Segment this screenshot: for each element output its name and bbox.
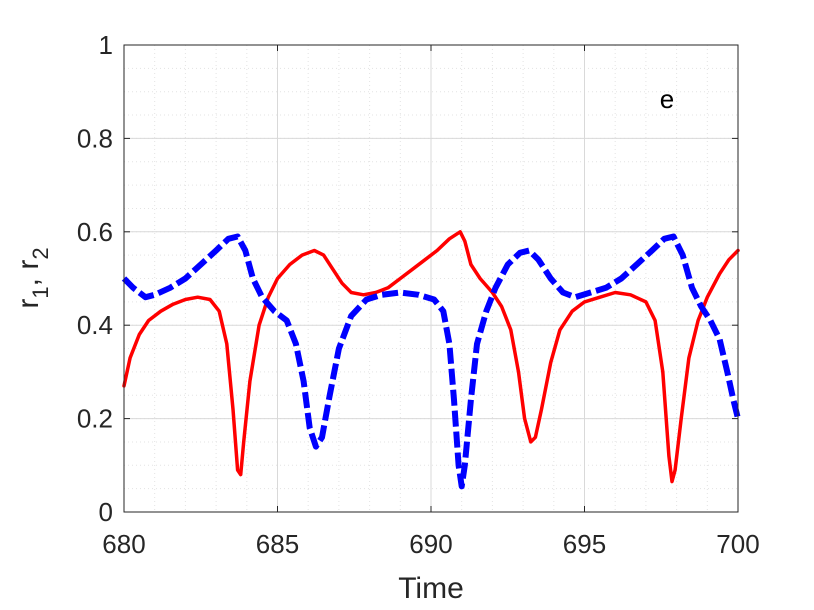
y-axis-label-sep: , r [12, 260, 45, 287]
tick-labels: 680 685 690 695 700 0 0.2 0.4 0.6 0.8 1 [77, 30, 760, 559]
y-axis-label-sub2: 2 [28, 247, 53, 259]
x-tick-label: 700 [716, 529, 759, 559]
y-axis-label: r1, r2 [12, 247, 53, 308]
panel-annotation: e [660, 84, 674, 114]
y-tick-label: 1 [99, 30, 113, 60]
x-tick-label: 680 [102, 529, 145, 559]
svg-text:r1, r2: r1, r2 [12, 247, 53, 308]
series-layer [121, 230, 741, 490]
series-line-1 [122, 230, 740, 484]
series-line-2 [121, 233, 741, 490]
x-tick-label: 695 [563, 529, 606, 559]
y-axis-label-main: r [12, 299, 45, 309]
y-axis-label-sub1: 1 [28, 286, 53, 298]
axis-ticks [123, 44, 739, 513]
y-tick-label: 0.2 [77, 404, 113, 434]
y-tick-label: 0.4 [77, 310, 113, 340]
x-tick-label: 685 [256, 529, 299, 559]
y-tick-label: 0.6 [77, 217, 113, 247]
x-axis-label: Time [398, 572, 464, 605]
y-tick-label: 0.8 [77, 123, 113, 153]
y-tick-label: 0 [99, 497, 113, 527]
x-tick-label: 690 [409, 529, 452, 559]
